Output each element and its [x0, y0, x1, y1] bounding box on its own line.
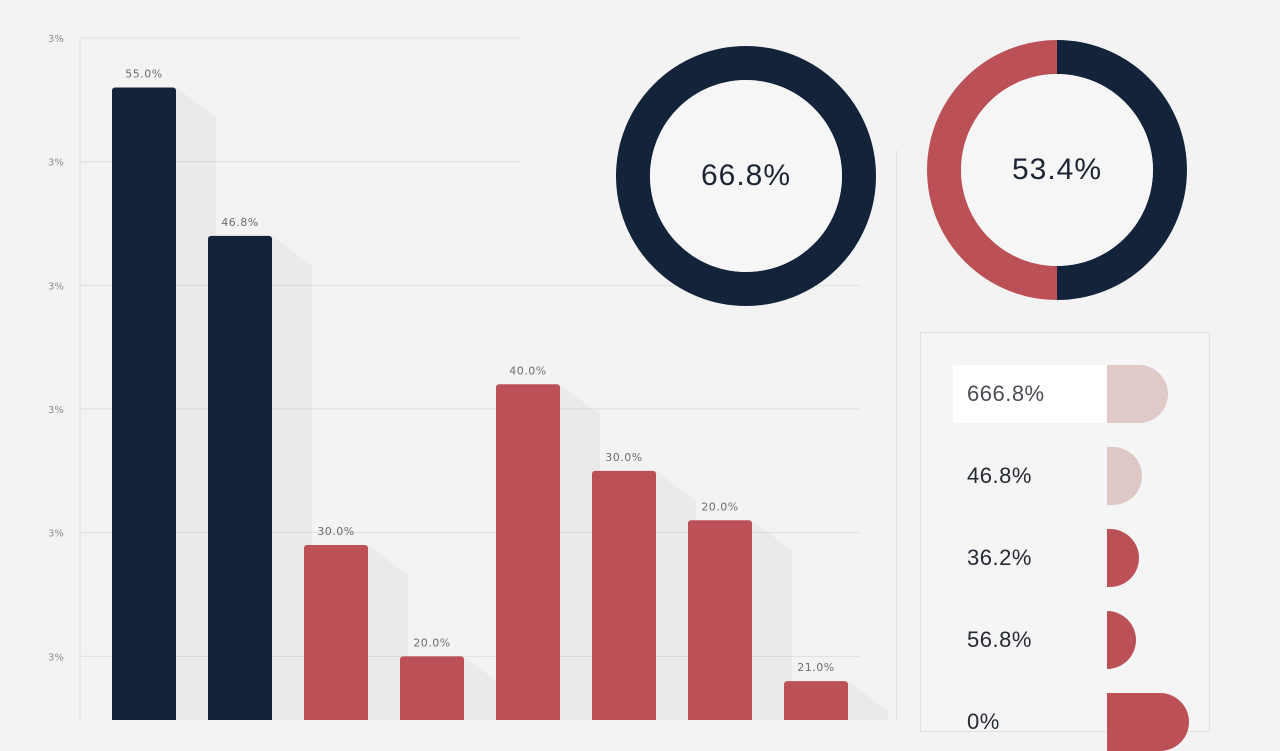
bar-chart-bars — [112, 87, 888, 720]
donut-segment — [616, 46, 876, 306]
legend-row-label: 0% — [967, 709, 1000, 734]
legend-row-bar — [1107, 365, 1168, 423]
legend-row: 56.8% — [921, 611, 1211, 669]
legend-row-label: 46.8% — [967, 463, 1032, 488]
bar-chart-y-axis: 3% 3% 3% 3% 3% 3% — [48, 34, 64, 663]
y-tick-label: 3% — [48, 34, 64, 45]
legend-row: 0% — [921, 693, 1211, 751]
bar — [784, 681, 848, 720]
y-tick-label: 3% — [48, 529, 64, 540]
donut-hole — [650, 80, 842, 272]
bar — [112, 87, 176, 720]
donut-segment — [1056, 40, 1187, 300]
bar-value-label: 21.0% — [797, 661, 834, 674]
y-tick-label: 3% — [48, 158, 64, 169]
bar — [688, 520, 752, 720]
bar — [208, 235, 272, 720]
legend-row-bar — [1107, 693, 1189, 751]
bar-value-label: 46.8% — [221, 216, 258, 229]
bar-value-label: 55.0% — [125, 67, 162, 80]
donut-chart-1-ring — [616, 46, 876, 306]
donut-segment — [927, 40, 1058, 300]
legend-row-label: 666.8% — [953, 365, 1119, 423]
legend-panel: 666.8% 46.8% 36.2% 56.8% 0% — [920, 332, 1211, 751]
legend-row-bar — [1107, 447, 1142, 505]
bar-value-label: 30.0% — [605, 451, 642, 464]
donut-hole — [961, 74, 1153, 266]
bar-chart: 3% 3% 3% 3% 3% 3% 55.0% 46.8% 30.0% 20.0% 40.0% 30… — [48, 34, 888, 720]
legend-row: 666.8% — [921, 365, 1211, 423]
bar-shadow — [848, 681, 888, 720]
panel-divider — [896, 150, 897, 720]
bar — [400, 656, 464, 720]
legend-row-bar — [1107, 611, 1136, 669]
legend-row-label: 56.8% — [967, 627, 1032, 652]
y-tick-label: 3% — [48, 281, 64, 292]
donut-chart-2-ring — [927, 40, 1187, 300]
bar — [592, 470, 656, 720]
bar-value-label: 20.0% — [701, 500, 738, 513]
legend-row-bar — [1107, 529, 1139, 587]
bar-value-label: 40.0% — [509, 364, 546, 377]
legend-row: 36.2% — [921, 529, 1211, 587]
bar-value-label: 20.0% — [413, 636, 450, 649]
bar — [496, 384, 560, 720]
donut-chart-1: 66.8% — [616, 46, 876, 306]
y-tick-label: 3% — [48, 652, 64, 663]
donut-chart-1-center-label: 66.8% — [700, 159, 792, 192]
donut-chart-2-center-label: 53.4% — [1011, 153, 1103, 186]
bar — [304, 545, 368, 720]
bar-chart-value-labels: 55.0% 46.8% 30.0% 20.0% 40.0% 30.0% 20.0% 21.0% — [125, 67, 834, 674]
y-tick-label: 3% — [48, 405, 64, 416]
legend-row: 46.8% — [921, 447, 1211, 505]
donut-chart-2: 53.4% — [927, 40, 1187, 300]
bar-value-label: 30.0% — [317, 525, 354, 538]
legend-row-label: 36.2% — [967, 545, 1032, 570]
